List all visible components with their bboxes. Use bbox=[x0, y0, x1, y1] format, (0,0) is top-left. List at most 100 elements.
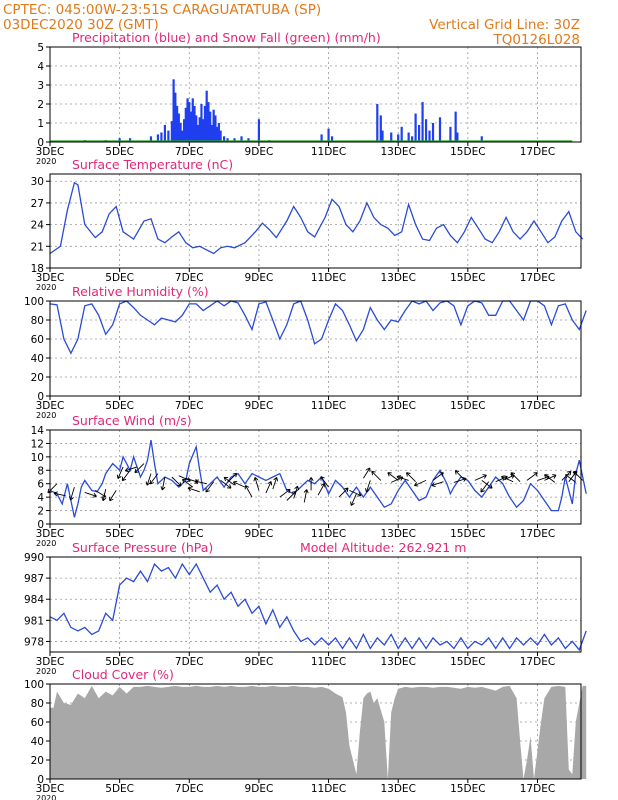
precip-bar bbox=[209, 111, 212, 142]
wind-vector bbox=[308, 477, 314, 491]
wind-vector bbox=[109, 490, 117, 502]
x-tick-label: 17DEC bbox=[520, 272, 555, 284]
precip-bar bbox=[438, 117, 442, 142]
precip-bar bbox=[182, 119, 186, 142]
x-tick-label: 11DEC bbox=[311, 656, 346, 668]
x-tick-label: 17DEC bbox=[520, 146, 555, 158]
precip-bar bbox=[219, 130, 222, 142]
precip-bar bbox=[428, 130, 431, 142]
wind-vector bbox=[232, 480, 246, 488]
precip-bar bbox=[222, 136, 226, 142]
precip-bar bbox=[188, 102, 191, 142]
year-label: 2020 bbox=[36, 794, 56, 800]
y-tick-label: 80 bbox=[31, 315, 44, 327]
x-tick-label: 5DEC bbox=[105, 783, 134, 795]
x-tick-label: 3DEC bbox=[36, 146, 65, 158]
header-left-line1: CPTEC: 045:00W-23:51S CARAGUATATUBA (SP) bbox=[3, 2, 321, 18]
y-tick-label: 18 bbox=[31, 263, 44, 275]
wind-vector bbox=[510, 472, 521, 483]
y-tick-label: 987 bbox=[24, 573, 44, 585]
wind-vector bbox=[371, 470, 382, 481]
y-tick-label: 2 bbox=[37, 99, 44, 111]
y-tick-label: 5 bbox=[37, 42, 44, 54]
wind-vector bbox=[544, 474, 556, 483]
x-tick-label: 9DEC bbox=[245, 656, 274, 668]
x-tick-label: 11DEC bbox=[311, 146, 346, 158]
wind-vector bbox=[279, 488, 291, 498]
precip-bar bbox=[379, 115, 382, 142]
panel-annotation: Model Altitude: 262.921 m bbox=[300, 540, 466, 555]
x-tick-label: 17DEC bbox=[520, 400, 555, 412]
x-tick-label: 11DEC bbox=[311, 783, 346, 795]
precip-bar bbox=[118, 138, 121, 142]
wind-vector bbox=[349, 489, 362, 497]
panel-title: Relative Humidity (%) bbox=[72, 284, 209, 299]
x-tick-label: 13DEC bbox=[380, 400, 415, 412]
y-tick-label: 14 bbox=[31, 425, 45, 437]
wind-vector bbox=[432, 472, 444, 481]
x-tick-label: 5DEC bbox=[105, 656, 134, 668]
y-tick-label: 1 bbox=[37, 118, 44, 130]
precip-bar bbox=[177, 113, 180, 142]
x-tick-label: 15DEC bbox=[450, 528, 485, 540]
y-tick-label: 0 bbox=[37, 519, 44, 531]
y-tick-label: 30 bbox=[31, 176, 44, 188]
wind-vector bbox=[205, 481, 215, 493]
wind-vector bbox=[564, 474, 577, 483]
y-tick-label: 80 bbox=[31, 698, 44, 710]
precip-bar bbox=[449, 126, 452, 142]
x-tick-label: 3DEC bbox=[36, 400, 65, 412]
x-tick-label: 11DEC bbox=[311, 400, 346, 412]
x-tick-label: 5DEC bbox=[105, 400, 134, 412]
wind-vector bbox=[194, 479, 207, 485]
precip-bar bbox=[210, 124, 214, 142]
y-tick-label: 6 bbox=[37, 479, 44, 491]
header-left-line2: 03DEC2020 30Z (GMT) bbox=[3, 17, 159, 33]
wind-vector bbox=[253, 477, 260, 491]
precip-bar bbox=[390, 132, 393, 142]
precip-bar bbox=[376, 104, 379, 142]
wind-vector bbox=[387, 472, 399, 481]
precip-bar bbox=[327, 128, 330, 142]
y-tick-label: 40 bbox=[31, 353, 44, 365]
precip-bar bbox=[417, 124, 421, 142]
wind-vector bbox=[101, 489, 107, 502]
wind-vector bbox=[160, 476, 166, 491]
wind-vector bbox=[474, 474, 487, 481]
y-tick-label: 12 bbox=[31, 438, 44, 450]
wind-vector bbox=[544, 474, 557, 481]
panel-frame bbox=[49, 46, 582, 143]
x-tick-label: 13DEC bbox=[380, 272, 415, 284]
precip-bar bbox=[407, 132, 410, 142]
wind-vector bbox=[181, 478, 194, 488]
precip-bar bbox=[167, 130, 170, 142]
panel-pressure: 978 981 984 987 990 3DEC 5DEC 7DEC 9DEC 11DEC 13DE… bbox=[24, 540, 587, 676]
y-tick-label: 20 bbox=[31, 755, 44, 767]
x-tick-label: 13DEC bbox=[380, 146, 415, 158]
precip-bar bbox=[257, 119, 261, 142]
wind-vector bbox=[145, 473, 152, 486]
precip-bar bbox=[128, 138, 132, 142]
wind-vector bbox=[537, 475, 550, 481]
y-tick-label: 8 bbox=[37, 465, 44, 477]
x-tick-label: 11DEC bbox=[311, 272, 346, 284]
precip-bar bbox=[240, 136, 243, 142]
y-tick-label: 60 bbox=[31, 717, 44, 729]
panel-frame bbox=[49, 683, 582, 780]
y-tick-label: 984 bbox=[24, 594, 44, 606]
x-tick-label: 7DEC bbox=[175, 146, 204, 158]
x-tick-label: 7DEC bbox=[175, 783, 204, 795]
panel-temperature: 18 21 24 27 30 3DEC 5DEC 7DEC 9DEC 11DEC 13DEC 15DE… bbox=[31, 157, 584, 292]
panel-frame bbox=[49, 429, 582, 525]
x-tick-label: 15DEC bbox=[450, 656, 485, 668]
y-tick-label: 27 bbox=[31, 198, 44, 210]
precip-bar bbox=[189, 111, 193, 142]
precip-bar bbox=[196, 124, 200, 142]
y-tick-label: 20 bbox=[31, 372, 44, 384]
x-tick-label: 7DEC bbox=[175, 528, 204, 540]
x-tick-label: 13DEC bbox=[380, 528, 415, 540]
wind-vector bbox=[480, 481, 490, 493]
x-tick-label: 15DEC bbox=[450, 272, 485, 284]
